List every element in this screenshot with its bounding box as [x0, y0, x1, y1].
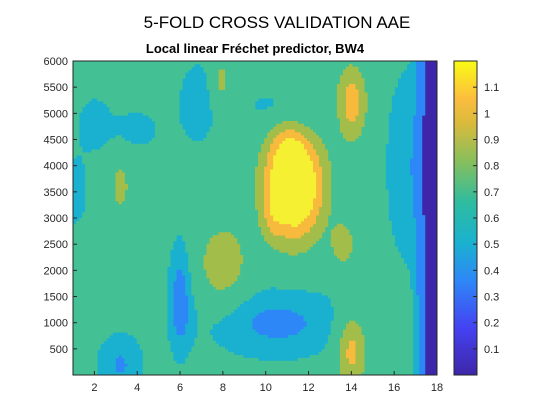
colorbar-tick-label: 1: [484, 108, 490, 120]
y-tick-label: 3500: [44, 187, 68, 199]
colorbar-tick-label: 0.8: [484, 161, 499, 173]
colorbar-tick-label: 0.5: [484, 239, 499, 251]
x-tick-label: 18: [431, 382, 443, 394]
x-axis: 2 4 6 8 10 12 14 16 18: [91, 371, 443, 394]
x-tick-label: 12: [302, 382, 314, 394]
colorbar-tick-label: 0.4: [484, 265, 499, 277]
colorbar-tick-label: 0.6: [484, 213, 499, 225]
x-tick-label: 10: [260, 382, 272, 394]
y-tick-label: 500: [50, 344, 68, 356]
colorbar-tick-label: 0.1: [484, 344, 499, 356]
colorbar-tick-label: 0.9: [484, 135, 499, 147]
colorbar: 0.1 0.2 0.3 0.4 0.5 0.6 0.7 0.8 0.9 1 1.1: [453, 60, 499, 376]
contour-band-4: [115, 63, 368, 375]
colorbar-ticks: 0.1 0.2 0.3 0.4 0.5 0.6 0.7 0.8 0.9 1 1.1: [473, 82, 499, 356]
x-tick-label: 6: [177, 382, 183, 394]
colorbar-tick-label: 0.7: [484, 187, 499, 199]
contour-band-0: [421, 61, 437, 375]
contour-band-3: [73, 61, 414, 375]
contour-band-2: [73, 61, 420, 375]
y-axis: 500 1000 1500 2000 2500 3000 3500 4000 4500 5000 5…: [44, 56, 77, 356]
y-tick-label: 5500: [44, 82, 68, 94]
x-tick-label: 2: [91, 382, 97, 394]
y-tick-label: 4000: [44, 161, 68, 173]
y-tick-label: 2000: [44, 265, 68, 277]
contour-band-6: [270, 138, 317, 227]
x-tick-label: 16: [388, 382, 400, 394]
x-tick-label: 8: [220, 382, 226, 394]
y-tick-label: 3000: [44, 213, 68, 225]
y-tick-label: 1000: [44, 318, 68, 330]
colorbar-tick-label: 0.2: [484, 318, 499, 330]
x-tick-label: 14: [345, 382, 357, 394]
figure-suptitle: 5-FOLD CROSS VALIDATION AAE: [144, 13, 411, 32]
y-tick-label: 2500: [44, 239, 68, 251]
colorbar-tick-label: 0.3: [484, 292, 499, 304]
y-tick-label: 4500: [44, 135, 68, 147]
y-tick-label: 1500: [44, 292, 68, 304]
y-tick-label: 5000: [44, 108, 68, 120]
contour-fill-layer: [73, 61, 437, 375]
y-tick-label: 6000: [44, 56, 68, 68]
axes-title: Local linear Fréchet predictor, BW4: [146, 41, 365, 56]
colorbar-tick-label: 1.1: [484, 82, 499, 94]
plot-area: [72, 60, 438, 376]
contour-band-5: [264, 83, 359, 364]
x-tick-label: 4: [134, 382, 140, 394]
contour-band-1: [115, 61, 426, 375]
